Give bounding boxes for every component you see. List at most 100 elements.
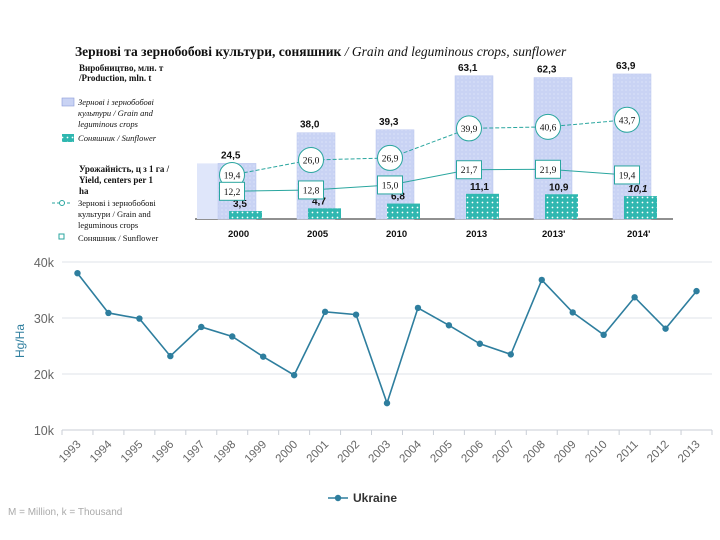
x-tick-label: 1999 [243, 439, 270, 466]
yield-value-label: 26,9 [382, 154, 399, 164]
x-tick-label: 2013 [676, 439, 703, 466]
sunflower-yield-marker [298, 180, 324, 200]
legend-label-grain-line3: leguminous crops [78, 119, 139, 129]
ukraine-yield-point [414, 304, 422, 312]
grain-yield-marker [456, 115, 482, 142]
yield-value-label: 21,7 [461, 166, 478, 176]
yield-value-label: 12,8 [303, 186, 320, 196]
x-tick-label: 2000 [228, 229, 249, 240]
y-axis-label: Hg/Ha [13, 324, 27, 358]
yield-value-label: 19,4 [619, 171, 636, 181]
ukraine-yield-point [136, 315, 143, 322]
x-tick-label: 2013 [466, 229, 487, 240]
ukraine-yield-point [352, 311, 360, 318]
top-title-english: / Grain and leguminous crops, sunflower [344, 44, 567, 59]
ukraine-yield-point [600, 331, 607, 338]
x-tick-label: 2005 [428, 439, 455, 466]
ukraine-yield-point [198, 323, 205, 331]
ukraine-yield-point [290, 371, 298, 379]
yield-value-label: 19,4 [224, 171, 241, 181]
x-tick-label: 2012 [645, 439, 672, 466]
ukraine-yield-point [105, 309, 112, 317]
grain-bar-label: 24,5 [221, 150, 241, 161]
sunflower-bar [387, 203, 420, 219]
legend-label-sunflower: Соняшник / Sunflower [78, 133, 157, 143]
legend-marker-grain-yield [59, 200, 65, 206]
sunflower-yield-marker [219, 181, 245, 201]
ukraine-yield-point [631, 294, 638, 301]
x-tick-label: 1996 [150, 439, 177, 466]
grain-bar-label: 62,3 [537, 65, 557, 76]
sunflower-yield-line [231, 168, 628, 192]
x-tick-label: 2014' [627, 229, 650, 240]
ukraine-yield-point [229, 333, 236, 340]
x-tick-label: 2013' [542, 229, 565, 240]
ukraine-yield-point [259, 353, 267, 360]
yield-value-label: 39,9 [461, 125, 478, 135]
ukraine-yield-point [445, 322, 453, 329]
x-tick-label: 2004 [397, 438, 424, 465]
legend-label-sunflower-yield: Соняшник / Sunflower [78, 233, 158, 243]
grain-yield-marker [298, 146, 324, 173]
legend-label-grain-line1: Зернові і зернобобові [78, 97, 154, 107]
grain-bar-label: 63,1 [458, 63, 478, 74]
legend-marker-sunflower-yield [58, 233, 65, 240]
x-tick-label: 2009 [552, 439, 579, 466]
ukraine-yield-point [383, 399, 391, 407]
grain-bar [296, 132, 336, 220]
yield-value-label: 40,6 [540, 123, 557, 133]
x-tick-label: 2011 [615, 439, 641, 465]
sunflower-bar-label: 10,1 [628, 184, 648, 195]
legend-label-grain-yield-line1: Зернові і зернобобові [78, 198, 156, 208]
sunflower-bar-label: 11,1 [470, 182, 489, 193]
grain-bar [612, 73, 652, 220]
ukraine-yield-point [507, 351, 515, 358]
y-tick-label: 30k [34, 312, 55, 326]
x-tick-label: 2010 [583, 439, 610, 466]
x-tick-label: 2000 [274, 439, 301, 466]
x-tick-label: 2008 [521, 439, 548, 466]
ukraine-yield-point [476, 340, 484, 347]
grain-yield-marker [377, 144, 403, 171]
ukraine-yield-point [167, 352, 174, 360]
production-legend-heading-line2: /Production, mln. t [78, 73, 151, 83]
sunflower-yield-marker [614, 165, 640, 185]
sunflower-bar-label: 4,7 [312, 196, 326, 207]
grain-bar-label: 63,9 [616, 61, 636, 72]
legend-label-grain-yield-line3: leguminous crops [78, 220, 138, 230]
ukraine-yield-line [76, 272, 698, 406]
x-tick-label: 1998 [212, 439, 239, 466]
x-tick-label: 2010 [386, 229, 407, 240]
ukraine-yield-point [693, 287, 700, 295]
sunflower-bar [466, 193, 499, 219]
production-legend-heading-line1: Виробництво, млн. т [79, 63, 164, 73]
top-title-ukrainian: Зернові та зернобобові культури, соняшни… [75, 44, 342, 59]
x-tick-label: 2005 [307, 229, 329, 240]
grain-yield-marker [535, 113, 561, 140]
x-tick-label: 2007 [490, 439, 517, 466]
grain-yield-line [231, 119, 628, 176]
legend-label-grain-yield-line2: культури / Grain and [78, 209, 151, 219]
grain-bar-label: 38,0 [300, 120, 320, 131]
x-tick-label: 2001 [305, 439, 332, 466]
sunflower-yield-marker [377, 175, 403, 195]
y-tick-label: 10k [34, 424, 55, 438]
x-tick-label: 1997 [181, 439, 208, 466]
sunflower-yield-marker [535, 159, 561, 179]
top-chart-title: Зернові та зернобобові культури, соняшни… [75, 44, 566, 60]
yield-value-label: 21,9 [540, 166, 557, 176]
ukraine-yield-point [321, 308, 329, 316]
yield-value-label: 43,7 [619, 116, 636, 126]
y-tick-label: 40k [34, 256, 55, 270]
x-tick-label: 2003 [367, 439, 394, 466]
sunflower-bar [624, 196, 657, 219]
x-tick-label: 1993 [57, 439, 84, 466]
ukraine-yield-point [538, 276, 545, 284]
y-tick-label: 20k [34, 368, 55, 382]
legend-swatch-sunflower [62, 134, 74, 142]
grain-bar-label: 39,3 [379, 117, 399, 128]
ukraine-yield-point [569, 309, 576, 316]
ukraine-yield-point [74, 270, 81, 277]
x-tick-label: 1995 [119, 439, 146, 466]
